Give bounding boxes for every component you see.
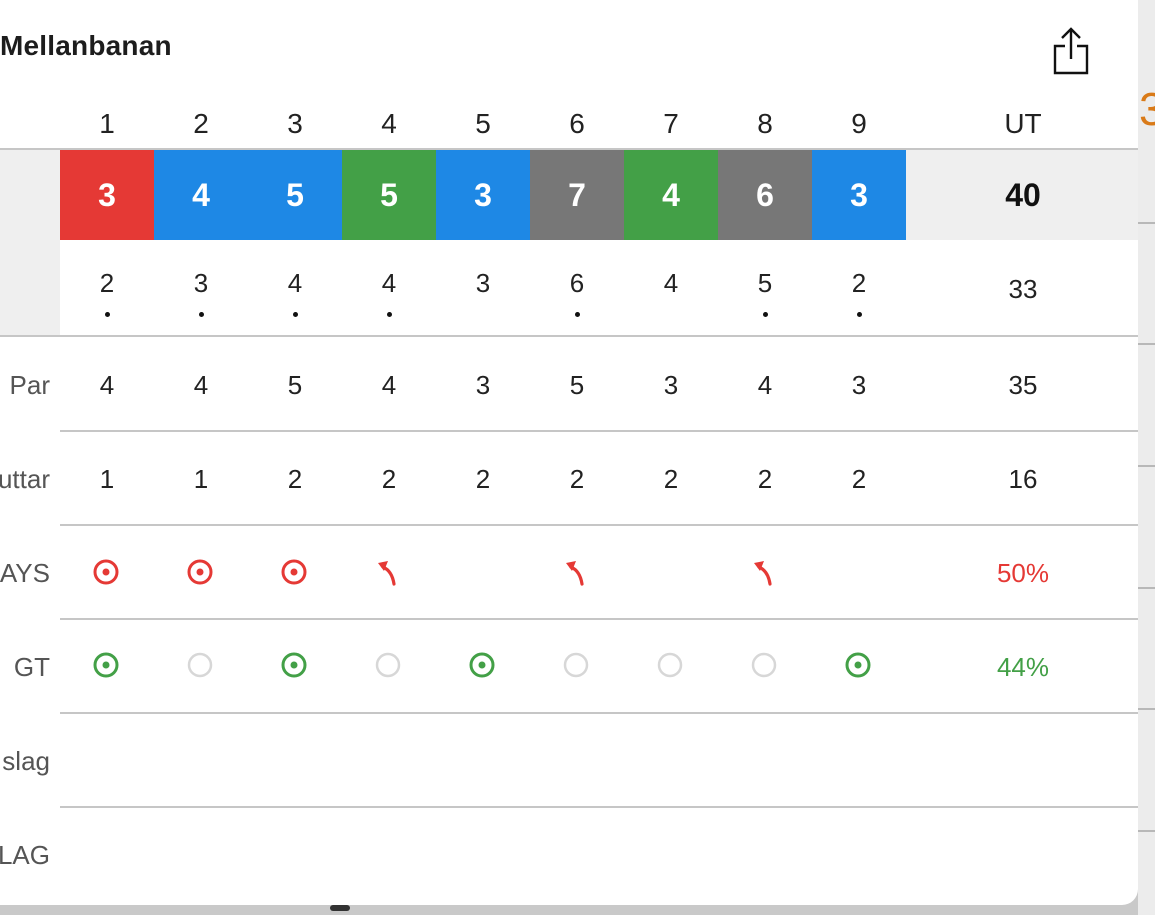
par-cell-4: 4 bbox=[381, 370, 397, 400]
net-score-3: 4 bbox=[287, 268, 303, 298]
net-score-1: 2 bbox=[99, 268, 115, 298]
background-panel: 3 bbox=[1138, 0, 1155, 915]
score-total: 40 bbox=[1005, 176, 1041, 213]
lag-label: LAG bbox=[0, 840, 50, 870]
putts-label: uttar bbox=[0, 464, 50, 494]
hole-number-3: 3 bbox=[287, 108, 303, 139]
putts-cell-3: 2 bbox=[287, 464, 303, 494]
hole-number-6: 6 bbox=[569, 108, 585, 139]
net-score-2: 3 bbox=[193, 268, 209, 298]
par-cell-6: 5 bbox=[569, 370, 585, 400]
net-score-7: 4 bbox=[663, 268, 679, 298]
par-cell-5: 3 bbox=[475, 370, 491, 400]
putts-cell-1: 1 bbox=[99, 464, 115, 494]
par-cell-7: 3 bbox=[663, 370, 679, 400]
gir-total: 44% bbox=[996, 652, 1050, 682]
empty-circle-icon bbox=[563, 652, 589, 678]
stroke-dot bbox=[104, 312, 110, 317]
stroke-dot bbox=[762, 312, 768, 317]
green-target-icon bbox=[281, 652, 307, 678]
par-label: Par bbox=[9, 370, 50, 400]
score-cell-2[interactable]: 4 bbox=[154, 150, 248, 240]
hole-number-4: 4 bbox=[381, 108, 397, 139]
par-cell-9: 3 bbox=[851, 370, 867, 400]
page-title: Mellanbanan bbox=[0, 30, 172, 61]
net-row-strip bbox=[0, 240, 60, 336]
arrow-left-curve-icon bbox=[378, 561, 396, 586]
hole-number-5: 5 bbox=[475, 108, 491, 139]
background-glyph: 3 bbox=[1139, 83, 1155, 135]
arrow-left-curve-icon bbox=[566, 561, 584, 586]
par-cell-3: 5 bbox=[287, 370, 303, 400]
share-icon[interactable] bbox=[1052, 26, 1090, 76]
target-icon bbox=[187, 559, 213, 585]
putts-cell-4: 2 bbox=[381, 464, 397, 494]
putts-cell-2: 1 bbox=[193, 464, 209, 494]
score-cell-9[interactable]: 3 bbox=[812, 150, 906, 240]
background-glyph-bottom bbox=[330, 905, 350, 911]
empty-circle-icon bbox=[375, 652, 401, 678]
fairways-label: AYS bbox=[0, 558, 50, 588]
empty-circle-icon bbox=[751, 652, 777, 678]
green-target-icon bbox=[845, 652, 871, 678]
hole-number-1: 1 bbox=[99, 108, 115, 139]
hole-number-7: 7 bbox=[663, 108, 679, 139]
gir-label: GT bbox=[13, 652, 50, 682]
net-score-6: 6 bbox=[569, 268, 585, 298]
putts-cell-9: 2 bbox=[851, 464, 867, 494]
par-cell-2: 4 bbox=[193, 370, 209, 400]
hole-number-8: 8 bbox=[757, 108, 773, 139]
score-cell-1[interactable]: 3 bbox=[60, 150, 154, 240]
stroke-dot bbox=[574, 312, 580, 317]
score-cell-3[interactable]: 5 bbox=[248, 150, 342, 240]
net-score-5: 3 bbox=[475, 268, 491, 298]
net-score-4: 4 bbox=[381, 268, 397, 298]
stroke-dot bbox=[292, 312, 298, 317]
fairways-total: 50% bbox=[996, 558, 1050, 588]
target-icon bbox=[281, 559, 307, 585]
empty-circle-icon bbox=[187, 652, 213, 678]
score-cell-6[interactable]: 7 bbox=[530, 150, 624, 240]
total-header: UT bbox=[1004, 108, 1042, 139]
target-icon bbox=[93, 559, 119, 585]
score-cell-8[interactable]: 6 bbox=[718, 150, 812, 240]
stroke-dot bbox=[386, 312, 392, 317]
green-target-icon bbox=[469, 652, 495, 678]
putts-cell-6: 2 bbox=[569, 464, 585, 494]
net-total: 33 bbox=[1008, 274, 1038, 304]
hole-number-2: 2 bbox=[193, 108, 209, 139]
putts-total: 16 bbox=[1008, 464, 1038, 494]
arrow-left-curve-icon bbox=[754, 561, 772, 586]
par-cell-1: 4 bbox=[99, 370, 115, 400]
empty-circle-icon bbox=[657, 652, 683, 678]
putts-cell-8: 2 bbox=[757, 464, 773, 494]
green-target-icon bbox=[93, 652, 119, 678]
par-cell-8: 4 bbox=[757, 370, 773, 400]
score-cell-4[interactable]: 5 bbox=[342, 150, 436, 240]
par-total: 35 bbox=[1008, 370, 1038, 400]
score-cell-7[interactable]: 4 bbox=[624, 150, 718, 240]
score-cell-5[interactable]: 3 bbox=[436, 150, 530, 240]
hole-number-9: 9 bbox=[851, 108, 867, 139]
putts-cell-7: 2 bbox=[663, 464, 679, 494]
stroke-dot bbox=[856, 312, 862, 317]
strokes-label: slag bbox=[2, 746, 50, 776]
putts-cell-5: 2 bbox=[475, 464, 491, 494]
net-score-9: 2 bbox=[851, 268, 867, 298]
stroke-dot bbox=[198, 312, 204, 317]
net-score-8: 5 bbox=[757, 268, 773, 298]
